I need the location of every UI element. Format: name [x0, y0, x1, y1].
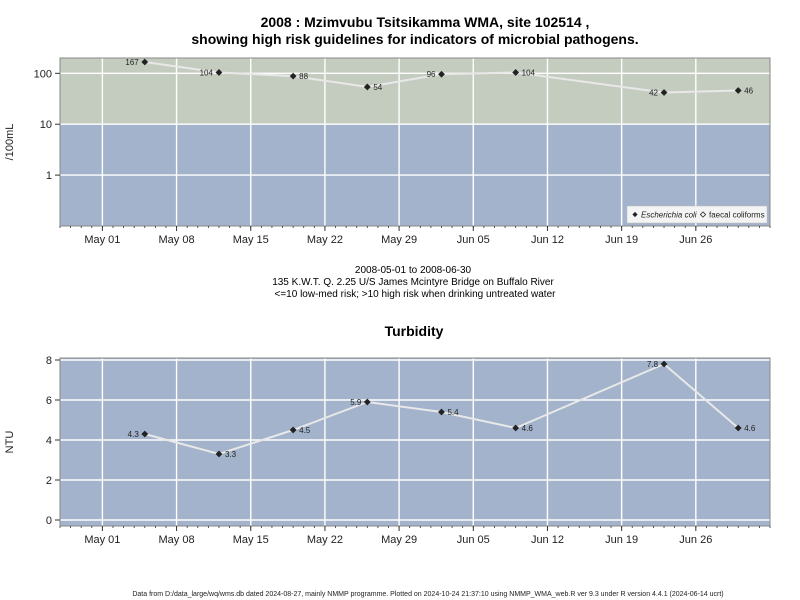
x-tick-label: May 15: [233, 234, 269, 246]
data-point: [660, 89, 668, 96]
data-label: 54: [373, 83, 382, 92]
x-tick-label: Jun 05: [457, 234, 490, 246]
site-description: 135 K.W.T. Q. 2.25 U/S James Mcintyre Br…: [272, 277, 554, 288]
chart-title-line1: 2008 : Mzimvubu Tsitsikamma WMA, site 10…: [261, 14, 590, 30]
y-axis-title: /100mL: [4, 124, 16, 161]
data-label: 4.6: [522, 424, 534, 433]
x-tick-label: Jun 26: [679, 534, 712, 546]
x-tick-label: May 01: [84, 534, 120, 546]
x-tick-label: May 15: [233, 534, 269, 546]
series-line: [144, 61, 739, 94]
legend-label: Escherichia coli: [641, 211, 697, 220]
data-label: 4.5: [299, 426, 311, 435]
data-point: [215, 69, 223, 76]
data-label: 42: [649, 88, 658, 97]
data-label: 96: [427, 70, 436, 79]
legend-marker-open: [699, 211, 707, 218]
y-tick-label: 1: [46, 170, 52, 182]
x-tick-label: May 29: [381, 534, 417, 546]
y-tick-label: 0: [46, 515, 52, 527]
data-point: [734, 424, 742, 432]
data-label: 4.6: [744, 424, 756, 433]
data-label: 88: [299, 72, 308, 81]
data-point: [512, 424, 520, 432]
data-point: [512, 69, 520, 76]
y-tick-label: 10: [40, 119, 52, 131]
x-tick-label: Jun 19: [605, 234, 638, 246]
data-point: [438, 408, 445, 416]
footer-note: Data from D:/data_large/wq/wms.db dated …: [132, 591, 723, 598]
y-tick-label: 100: [34, 68, 52, 80]
data-label: 167: [125, 58, 139, 67]
plot-frame: [59, 57, 771, 227]
chart-title-line2: showing high risk guidelines for indicat…: [191, 31, 638, 47]
x-tick-label: May 22: [307, 234, 343, 246]
y-tick-label: 6: [46, 395, 52, 407]
risk-note: <=10 low-med risk; >10 high risk when dr…: [275, 289, 557, 300]
turbidity-panel: 0 2 4 6 8 May 01 May 08 May 15 May 22 May 29 Jun 0…: [4, 355, 771, 546]
x-tick-label: May 01: [84, 234, 120, 246]
plot-background: [60, 358, 770, 526]
x-tick-label: May 22: [307, 534, 343, 546]
data-label: 5.4: [447, 408, 459, 417]
data-point: [734, 87, 742, 94]
series-line: [144, 362, 739, 456]
data-point: [289, 72, 297, 80]
legend-marker-filled: [632, 211, 638, 218]
data-label: 3.3: [225, 450, 237, 459]
ecoli-panel: 1 10 100 May 01 May 08 May 15 May 22 May 29 Jun …: [4, 57, 771, 246]
data-point: [289, 426, 297, 434]
x-tick-label: May 29: [381, 234, 417, 246]
data-label: 7.8: [647, 360, 659, 369]
data-point: [363, 83, 371, 91]
data-label: 5.9: [350, 398, 362, 407]
data-point: [438, 70, 445, 78]
turbidity-title: Turbidity: [385, 323, 444, 339]
y-tick-label: 2: [46, 475, 52, 487]
y-tick-label: 4: [46, 435, 52, 447]
x-tick-label: Jun 12: [531, 234, 564, 246]
x-tick-label: May 08: [159, 234, 195, 246]
x-tick-label: May 08: [159, 534, 195, 546]
x-tick-label: Jun 19: [605, 534, 638, 546]
data-label: 4.3: [128, 430, 140, 439]
y-axis-title: NTU: [4, 431, 16, 454]
legend-label: faecal coliforms: [709, 211, 765, 220]
legend-box: [626, 205, 768, 224]
data-point: [215, 450, 223, 458]
x-tick-label: Jun 05: [457, 534, 490, 546]
data-point: [363, 398, 371, 406]
x-tick-label: Jun 12: [531, 534, 564, 546]
data-point: [141, 58, 149, 66]
y-tick-label: 8: [46, 355, 52, 367]
data-point: [660, 360, 668, 368]
data-label: 104: [200, 68, 214, 77]
data-point: [141, 430, 149, 438]
data-label: 104: [522, 68, 536, 77]
data-label: 46: [744, 86, 753, 95]
plot-frame: [59, 357, 771, 527]
date-range: 2008-05-01 to 2008-06-30: [355, 265, 472, 276]
x-tick-label: Jun 26: [679, 234, 712, 246]
